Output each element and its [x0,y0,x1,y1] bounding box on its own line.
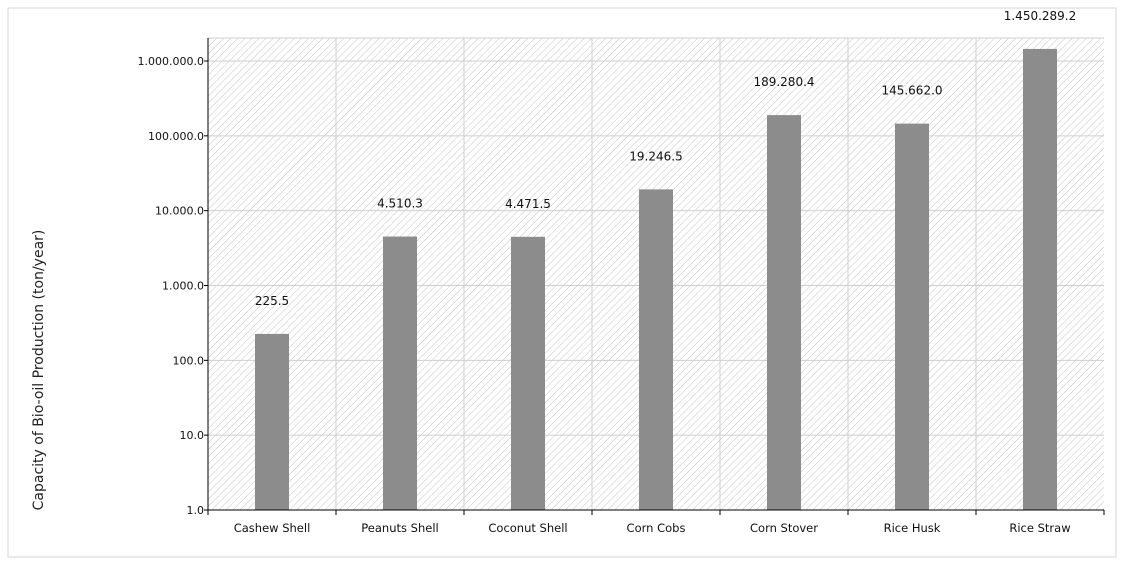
y-tick-label: 100.000.0 [148,130,204,143]
bar-4 [639,189,673,510]
x-tick-label: Corn Cobs [627,521,686,535]
x-tick-label: Peanuts Shell [361,521,438,535]
data-label: 225.5 [255,294,289,308]
axes [204,38,1105,515]
data-label: 4.510.3 [377,197,423,211]
data-label: 19.246.5 [629,149,682,163]
data-label: 1.450.289.2 [1004,9,1077,23]
bar-5 [767,115,801,511]
x-tick-label: Coconut Shell [488,521,567,535]
x-tick-label: Rice Husk [884,521,941,535]
data-label: 4.471.5 [505,197,551,211]
bar-1 [255,333,289,510]
data-label: 189.280.4 [753,75,814,89]
y-tick-label: 1.000.0 [162,280,204,293]
y-tick-label: 10.0 [180,429,205,442]
bar-3 [511,236,545,511]
bars [255,48,1057,511]
x-tick-label: Cashew Shell [234,521,311,535]
x-tick-label: Rice Straw [1009,521,1070,535]
y-tick-label: 1.0 [187,504,205,517]
x-tick-label: Corn Stover [750,521,818,535]
bar-7 [1023,48,1057,510]
data-label: 145.662.0 [881,84,942,98]
grid-lines [208,37,1104,510]
bar-2 [383,236,417,510]
labels: 1.0 10.0 100.0 1.000.0 10.000.0 100.000.0 1.00… [138,9,1077,535]
y-tick-label: 10.000.0 [155,205,204,218]
bar-6 [895,123,929,510]
y-tick-label: 1.000.000.0 [138,55,204,68]
y-axis-label: Capacity of Bio-oil Production (ton/year… [31,230,47,511]
y-tick-label: 100.0 [173,354,205,367]
